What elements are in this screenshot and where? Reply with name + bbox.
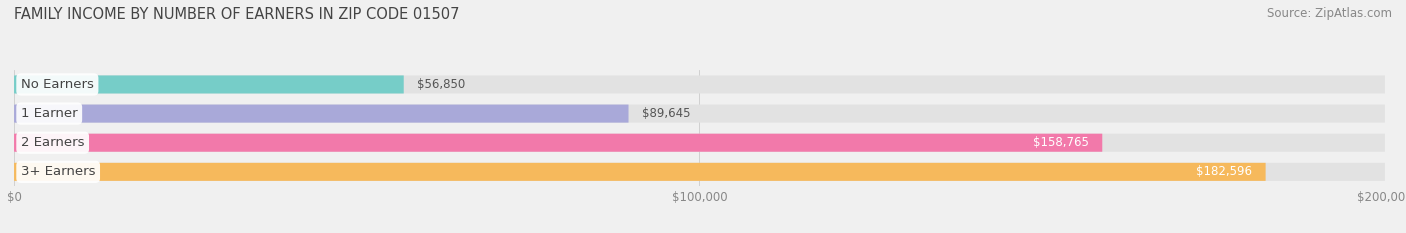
FancyBboxPatch shape [14, 163, 1265, 181]
Text: 2 Earners: 2 Earners [21, 136, 84, 149]
FancyBboxPatch shape [14, 134, 1102, 152]
FancyBboxPatch shape [14, 75, 404, 93]
FancyBboxPatch shape [14, 105, 628, 123]
Text: $56,850: $56,850 [418, 78, 465, 91]
FancyBboxPatch shape [14, 163, 1385, 181]
Text: 1 Earner: 1 Earner [21, 107, 77, 120]
FancyBboxPatch shape [14, 134, 1385, 152]
Text: Source: ZipAtlas.com: Source: ZipAtlas.com [1267, 7, 1392, 20]
Text: No Earners: No Earners [21, 78, 94, 91]
Text: $158,765: $158,765 [1032, 136, 1088, 149]
FancyBboxPatch shape [14, 75, 1385, 93]
FancyBboxPatch shape [14, 105, 1385, 123]
Text: FAMILY INCOME BY NUMBER OF EARNERS IN ZIP CODE 01507: FAMILY INCOME BY NUMBER OF EARNERS IN ZI… [14, 7, 460, 22]
Text: $182,596: $182,596 [1197, 165, 1251, 178]
Text: $89,645: $89,645 [643, 107, 690, 120]
Text: 3+ Earners: 3+ Earners [21, 165, 96, 178]
